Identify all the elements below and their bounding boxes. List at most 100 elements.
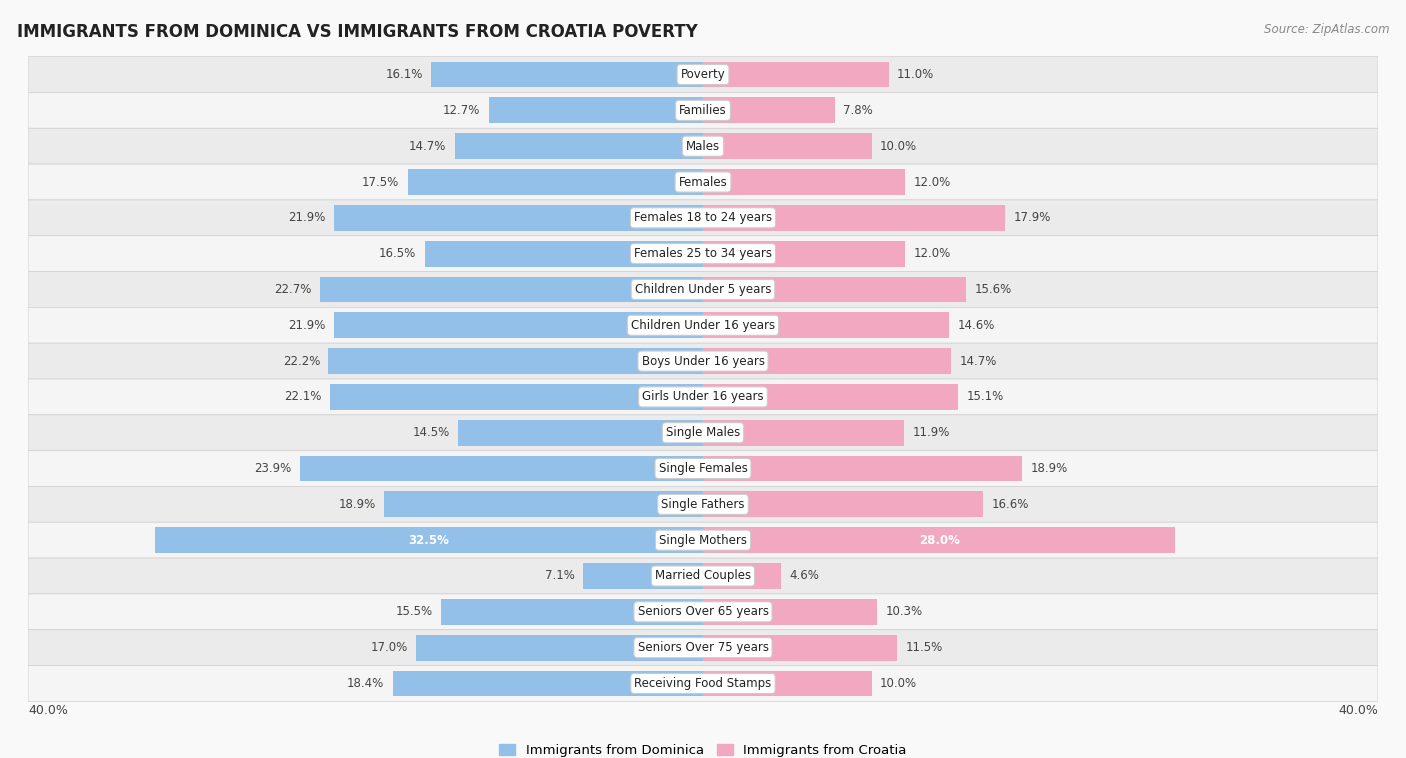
Text: 32.5%: 32.5% xyxy=(408,534,450,547)
Text: 4.6%: 4.6% xyxy=(789,569,818,582)
Text: 40.0%: 40.0% xyxy=(28,704,67,717)
Text: 16.6%: 16.6% xyxy=(991,498,1029,511)
Text: 14.5%: 14.5% xyxy=(413,426,450,439)
Text: 23.9%: 23.9% xyxy=(254,462,291,475)
Bar xyxy=(703,169,905,195)
FancyBboxPatch shape xyxy=(28,128,1378,164)
Bar xyxy=(703,599,877,625)
FancyBboxPatch shape xyxy=(28,343,1378,379)
Text: 10.0%: 10.0% xyxy=(880,139,917,152)
Text: 12.0%: 12.0% xyxy=(914,247,950,260)
Text: 22.2%: 22.2% xyxy=(283,355,321,368)
Bar xyxy=(703,312,949,338)
Bar xyxy=(703,133,872,159)
Bar xyxy=(703,528,1175,553)
Bar xyxy=(392,671,703,697)
Bar xyxy=(703,491,983,517)
Text: Source: ZipAtlas.com: Source: ZipAtlas.com xyxy=(1264,23,1389,36)
FancyBboxPatch shape xyxy=(28,487,1378,522)
Text: 12.7%: 12.7% xyxy=(443,104,481,117)
Bar xyxy=(703,348,950,374)
Bar xyxy=(703,563,780,589)
Text: Receiving Food Stamps: Receiving Food Stamps xyxy=(634,677,772,690)
FancyBboxPatch shape xyxy=(28,415,1378,451)
Text: Seniors Over 65 years: Seniors Over 65 years xyxy=(637,606,769,619)
FancyBboxPatch shape xyxy=(28,558,1378,594)
Text: Families: Families xyxy=(679,104,727,117)
Bar xyxy=(425,241,703,267)
Bar xyxy=(333,312,703,338)
Bar xyxy=(703,205,1005,230)
Text: 12.0%: 12.0% xyxy=(914,176,950,189)
Text: Poverty: Poverty xyxy=(681,68,725,81)
FancyBboxPatch shape xyxy=(28,594,1378,630)
Bar xyxy=(299,456,703,481)
Text: 40.0%: 40.0% xyxy=(1339,704,1378,717)
Bar xyxy=(416,634,703,660)
Text: 11.5%: 11.5% xyxy=(905,641,942,654)
Text: 28.0%: 28.0% xyxy=(918,534,960,547)
Bar xyxy=(703,671,872,697)
Text: 16.5%: 16.5% xyxy=(380,247,416,260)
Text: 10.0%: 10.0% xyxy=(880,677,917,690)
Text: 15.6%: 15.6% xyxy=(974,283,1012,296)
Text: Single Females: Single Females xyxy=(658,462,748,475)
Text: Single Males: Single Males xyxy=(666,426,740,439)
FancyBboxPatch shape xyxy=(28,630,1378,666)
Bar xyxy=(408,169,703,195)
Text: Females: Females xyxy=(679,176,727,189)
FancyBboxPatch shape xyxy=(28,164,1378,200)
Bar xyxy=(583,563,703,589)
Text: 22.1%: 22.1% xyxy=(284,390,322,403)
Text: 14.7%: 14.7% xyxy=(959,355,997,368)
Text: 11.9%: 11.9% xyxy=(912,426,949,439)
Text: Girls Under 16 years: Girls Under 16 years xyxy=(643,390,763,403)
FancyBboxPatch shape xyxy=(28,200,1378,236)
Text: IMMIGRANTS FROM DOMINICA VS IMMIGRANTS FROM CROATIA POVERTY: IMMIGRANTS FROM DOMINICA VS IMMIGRANTS F… xyxy=(17,23,697,41)
Bar xyxy=(703,384,957,410)
Text: 17.9%: 17.9% xyxy=(1014,211,1050,224)
Bar xyxy=(458,420,703,446)
Text: 18.9%: 18.9% xyxy=(339,498,375,511)
FancyBboxPatch shape xyxy=(28,522,1378,558)
Bar xyxy=(432,61,703,87)
Text: 7.8%: 7.8% xyxy=(844,104,873,117)
Text: 14.7%: 14.7% xyxy=(409,139,447,152)
FancyBboxPatch shape xyxy=(28,92,1378,128)
Bar xyxy=(441,599,703,625)
Text: Males: Males xyxy=(686,139,720,152)
Text: 15.1%: 15.1% xyxy=(966,390,1004,403)
Text: 17.5%: 17.5% xyxy=(363,176,399,189)
Legend: Immigrants from Dominica, Immigrants from Croatia: Immigrants from Dominica, Immigrants fro… xyxy=(499,744,907,757)
Bar xyxy=(703,241,905,267)
Text: 7.1%: 7.1% xyxy=(546,569,575,582)
Bar xyxy=(384,491,703,517)
Text: 17.0%: 17.0% xyxy=(371,641,408,654)
FancyBboxPatch shape xyxy=(28,57,1378,92)
Bar xyxy=(703,98,835,124)
Bar xyxy=(155,528,703,553)
Text: Married Couples: Married Couples xyxy=(655,569,751,582)
FancyBboxPatch shape xyxy=(28,666,1378,701)
Bar xyxy=(333,205,703,230)
Text: Children Under 16 years: Children Under 16 years xyxy=(631,319,775,332)
Bar xyxy=(330,384,703,410)
Text: Females 25 to 34 years: Females 25 to 34 years xyxy=(634,247,772,260)
Bar xyxy=(703,634,897,660)
Text: 22.7%: 22.7% xyxy=(274,283,312,296)
Text: Boys Under 16 years: Boys Under 16 years xyxy=(641,355,765,368)
Text: 14.6%: 14.6% xyxy=(957,319,995,332)
Text: 11.0%: 11.0% xyxy=(897,68,934,81)
Text: 18.4%: 18.4% xyxy=(347,677,384,690)
FancyBboxPatch shape xyxy=(28,451,1378,487)
Text: Single Mothers: Single Mothers xyxy=(659,534,747,547)
Text: Single Fathers: Single Fathers xyxy=(661,498,745,511)
Text: Females 18 to 24 years: Females 18 to 24 years xyxy=(634,211,772,224)
Text: 21.9%: 21.9% xyxy=(288,319,325,332)
Bar xyxy=(703,456,1022,481)
Bar xyxy=(456,133,703,159)
Text: Children Under 5 years: Children Under 5 years xyxy=(634,283,772,296)
Text: 15.5%: 15.5% xyxy=(396,606,433,619)
FancyBboxPatch shape xyxy=(28,271,1378,307)
Text: 21.9%: 21.9% xyxy=(288,211,325,224)
